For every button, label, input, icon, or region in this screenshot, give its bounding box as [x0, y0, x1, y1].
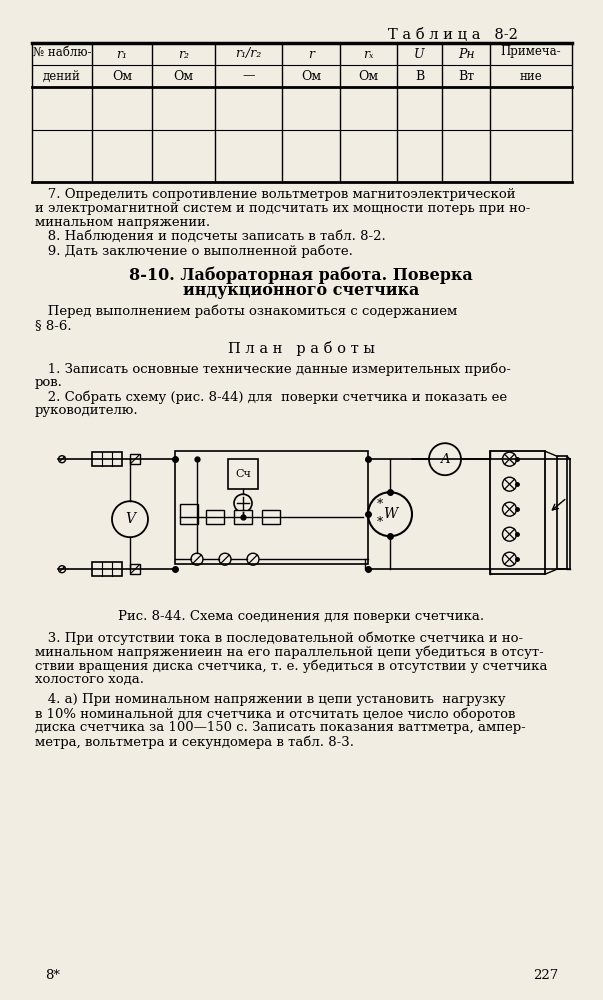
Bar [206, 510, 224, 524]
Text: метра, вольтметра и секундомера в табл. 8-3.: метра, вольтметра и секундомера в табл. … [35, 735, 354, 749]
Bar [92, 452, 122, 466]
Text: 7. Определить сопротивление вольтметров магнитоэлектрической: 7. Определить сопротивление вольтметров … [35, 188, 516, 201]
Bar [228, 459, 258, 489]
Text: *: * [377, 516, 383, 529]
Text: Ом: Ом [174, 70, 194, 83]
Text: 8-10. Лабораторная работа. Поверка: 8-10. Лабораторная работа. Поверка [129, 266, 473, 284]
Text: 227: 227 [532, 969, 558, 982]
Bar [262, 510, 280, 524]
Text: 3. При отсутствии тока в последовательной обмотке счетчика и но-: 3. При отсутствии тока в последовательно… [35, 631, 523, 645]
Text: Рис. 8-44. Схема соединения для поверки счетчика.: Рис. 8-44. Схема соединения для поверки … [118, 610, 484, 623]
Text: № наблю-: № наблю- [33, 45, 91, 58]
Text: минальном напряжениеин на его параллельной цепи убедиться в отсут-: минальном напряжениеин на его параллельн… [35, 645, 544, 659]
Text: U: U [414, 47, 425, 60]
Text: в 10% номинальной для счетчика и отсчитать целое число оборотов: в 10% номинальной для счетчика и отсчита… [35, 707, 516, 721]
Text: Перед выполнением работы ознакомиться с содержанием: Перед выполнением работы ознакомиться с … [35, 305, 457, 318]
Text: Т а б л и ц а   8-2: Т а б л и ц а 8-2 [388, 28, 518, 42]
Text: Сч: Сч [235, 469, 251, 479]
Text: Ом: Ом [301, 70, 321, 83]
Text: Ом: Ом [112, 70, 132, 83]
Bar [234, 510, 252, 524]
Text: ствии вращения диска счетчика, т. е. убедиться в отсутствии у счетчика: ствии вращения диска счетчика, т. е. убе… [35, 659, 548, 673]
Bar [175, 451, 368, 564]
Text: 4. а) При номинальном напряжении в цепи установить  нагрузку: 4. а) При номинальном напряжении в цепи … [35, 693, 505, 706]
Text: В: В [415, 70, 424, 83]
Text: диска счетчика за 100—150 с. Записать показания ваттметра, ампер-: диска счетчика за 100—150 с. Записать по… [35, 721, 526, 734]
Text: 8. Наблюдения и подсчеты записать в табл. 8-2.: 8. Наблюдения и подсчеты записать в табл… [35, 230, 386, 243]
Text: ров.: ров. [35, 376, 63, 389]
Bar [180, 504, 198, 524]
Bar [130, 564, 140, 574]
Text: 2. Собрать схему (рис. 8-44) для  поверки счетчика и показать ее: 2. Собрать схему (рис. 8-44) для поверки… [35, 390, 507, 404]
Bar [92, 562, 122, 576]
Text: Вт: Вт [458, 70, 474, 83]
Text: Примеча-: Примеча- [500, 45, 561, 58]
Text: дений: дений [43, 70, 81, 83]
Text: W: W [383, 507, 397, 521]
Text: r₁: r₁ [116, 47, 127, 60]
Text: V: V [125, 512, 135, 526]
Text: A: A [440, 453, 450, 466]
Bar [490, 451, 545, 574]
Text: 1. Записать основные технические данные измерительных прибо-: 1. Записать основные технические данные … [35, 362, 511, 376]
Bar [557, 456, 567, 569]
Text: r: r [308, 47, 314, 60]
Text: ние: ние [520, 70, 542, 83]
Text: Ом: Ом [358, 70, 379, 83]
Text: П л а н   р а б о т ы: П л а н р а б о т ы [227, 341, 374, 356]
Text: *: * [377, 498, 383, 511]
Bar [130, 454, 140, 464]
Text: r₂: r₂ [178, 47, 189, 60]
Text: 9. Дать заключение о выполненной работе.: 9. Дать заключение о выполненной работе. [35, 244, 353, 257]
Text: rₓ: rₓ [363, 47, 374, 60]
Text: руководителю.: руководителю. [35, 404, 139, 417]
Text: минальном напряжении.: минальном напряжении. [35, 216, 210, 229]
Text: —: — [242, 70, 254, 83]
Text: Pн: Pн [458, 47, 475, 60]
Text: холостого хода.: холостого хода. [35, 673, 144, 686]
Text: § 8-6.: § 8-6. [35, 319, 72, 332]
Text: 8*: 8* [45, 969, 60, 982]
Text: индукционного счетчика: индукционного счетчика [183, 282, 419, 299]
Text: r₁/r₂: r₁/r₂ [235, 47, 262, 60]
Text: и электромагнитной систем и подсчитать их мощности потерь при но-: и электромагнитной систем и подсчитать и… [35, 202, 531, 215]
